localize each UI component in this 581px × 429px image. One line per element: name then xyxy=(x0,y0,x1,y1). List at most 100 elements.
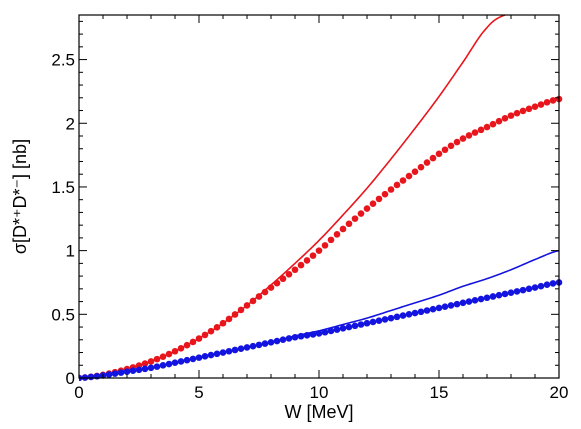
series-2-point xyxy=(243,302,251,309)
series-2-point xyxy=(417,163,425,171)
series-2-point xyxy=(327,236,335,244)
series-4-point xyxy=(231,346,239,354)
series-2-point xyxy=(435,150,443,158)
series-2-point xyxy=(303,257,311,264)
series-4-point xyxy=(471,297,479,304)
series-2-point xyxy=(339,225,347,233)
series-4-point xyxy=(105,371,113,378)
series-2-point xyxy=(429,154,437,162)
series-4-point xyxy=(177,358,185,365)
series-4-point xyxy=(309,331,317,338)
series-4-point xyxy=(363,319,371,327)
series-4-point xyxy=(255,341,263,349)
series-2-point xyxy=(375,195,383,203)
y-axis-ticks: 0 0.5 1 1.5 2 2.5 xyxy=(51,20,559,388)
series-2-point xyxy=(477,126,485,134)
series-4-point xyxy=(357,321,365,328)
series-4-point xyxy=(549,280,557,287)
series-4-point xyxy=(483,294,491,302)
series-2-point xyxy=(279,275,287,283)
series-2-point xyxy=(363,205,371,212)
series-4-point xyxy=(369,318,377,326)
series-4-point xyxy=(531,284,539,291)
series-4-point xyxy=(159,362,167,369)
series-2-point xyxy=(369,200,377,207)
series-4-point xyxy=(303,332,311,339)
series-2-point xyxy=(213,323,221,331)
series-2-point xyxy=(471,129,479,136)
series-4-point xyxy=(435,304,443,312)
series-2-point xyxy=(297,261,305,269)
series-2-point xyxy=(255,293,263,300)
series-4-point xyxy=(87,373,95,381)
series-2-point xyxy=(441,146,449,154)
series-4-point xyxy=(393,313,401,321)
series-4-point xyxy=(387,314,395,322)
series-4-point xyxy=(297,332,305,340)
series-2-point xyxy=(165,350,173,358)
series-2-point xyxy=(195,335,203,342)
series-2-point xyxy=(201,331,209,339)
x-tick-label: 10 xyxy=(310,383,329,402)
x-axis-label: W [MeV] xyxy=(284,402,353,422)
series-4-point xyxy=(417,308,425,316)
series-2-point xyxy=(423,159,431,166)
series-4-point xyxy=(261,340,269,347)
series-2-point xyxy=(183,341,191,349)
series-4-point xyxy=(189,355,197,363)
series-4-point xyxy=(279,336,287,344)
plot-frame xyxy=(78,14,560,379)
series-2-point xyxy=(357,210,365,217)
series-2-point xyxy=(189,338,197,346)
series-2-point xyxy=(285,270,293,278)
series-4-point xyxy=(183,356,191,364)
series-4-point xyxy=(315,330,323,337)
series-4-point xyxy=(291,333,299,341)
series-4-point xyxy=(519,286,527,294)
series-4-point xyxy=(207,351,215,359)
series-4-point xyxy=(219,349,227,356)
series-4 xyxy=(79,279,563,381)
series-2-point xyxy=(345,220,353,228)
series-2-point xyxy=(531,103,539,111)
series-4-point xyxy=(213,350,221,358)
series-2-point xyxy=(177,345,185,352)
series-4-point xyxy=(333,326,341,333)
series-4-point xyxy=(351,322,359,330)
series-4-point xyxy=(345,323,353,331)
series-layer xyxy=(79,14,563,381)
series-4-point xyxy=(273,337,281,345)
series-2-point xyxy=(333,231,341,238)
series-2-point xyxy=(405,172,413,180)
series-2-point xyxy=(225,315,233,323)
series-2-point xyxy=(219,319,227,327)
series-4-point xyxy=(243,344,251,351)
series-4-point xyxy=(513,288,521,295)
series-2-point xyxy=(171,347,179,355)
series-4-point xyxy=(165,360,173,368)
series-4-point xyxy=(153,363,161,370)
series-2-point xyxy=(549,97,557,104)
series-4-point xyxy=(537,282,545,290)
series-4-point xyxy=(375,317,383,324)
x-tick-label: 5 xyxy=(194,383,203,402)
series-2-point xyxy=(507,112,515,119)
series-2-point xyxy=(321,242,329,249)
y-tick-label: 2.5 xyxy=(51,51,75,70)
x-tick-label: 0 xyxy=(74,383,83,402)
series-4-point xyxy=(405,311,413,318)
series-2-point xyxy=(249,297,257,305)
series-4-point xyxy=(501,290,509,298)
series-4-point xyxy=(267,339,275,346)
series-4-point xyxy=(507,289,515,296)
series-1 xyxy=(79,14,506,379)
series-2-point xyxy=(489,120,497,128)
x-tick-label: 20 xyxy=(550,383,569,402)
y-tick-label: 1.5 xyxy=(51,178,75,197)
series-2-point xyxy=(399,177,407,184)
x-tick-label: 15 xyxy=(430,383,449,402)
series-4-point xyxy=(465,298,473,305)
series-1-line xyxy=(79,14,506,379)
series-2-point xyxy=(525,105,533,113)
